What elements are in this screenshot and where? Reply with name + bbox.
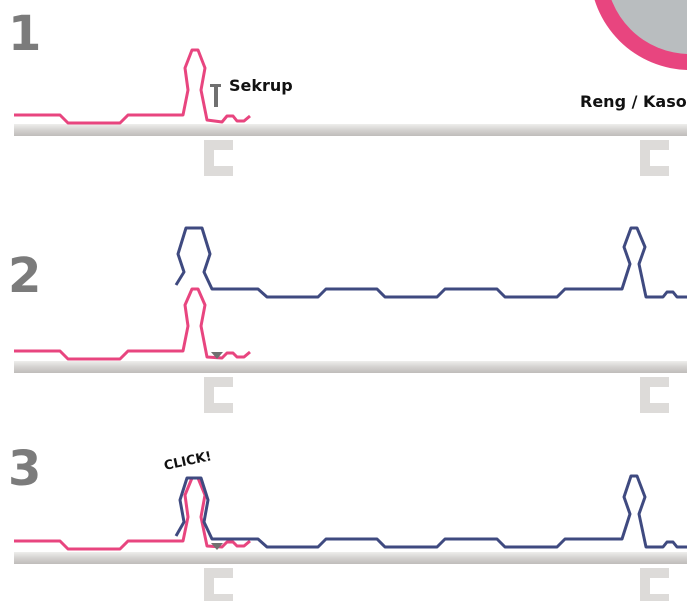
step-3: 3 CLICK! xyxy=(8,441,687,601)
c-bracket-icon xyxy=(640,140,669,176)
c-bracket-icon xyxy=(204,568,233,601)
blue-roof-sheet xyxy=(174,226,687,299)
screw-icon xyxy=(210,84,221,107)
step-number: 2 xyxy=(8,248,41,304)
batten-rail xyxy=(14,552,687,564)
step-number: 3 xyxy=(8,441,41,497)
batten-rail xyxy=(14,361,687,373)
blue-roof-sheet xyxy=(174,474,687,549)
screw-label: Sekrup xyxy=(229,76,293,95)
corner-circle-decoration xyxy=(594,0,687,70)
c-bracket-icon xyxy=(640,568,669,601)
batten xyxy=(14,552,687,601)
click-label: CLICK! xyxy=(163,449,213,474)
batten-label: Reng / Kaso xyxy=(580,92,687,111)
c-bracket-icon xyxy=(204,377,233,413)
batten xyxy=(14,361,687,413)
batten-rail xyxy=(14,124,687,136)
screw-icon xyxy=(211,352,223,359)
step-1: 1 Sekrup Reng / Kaso xyxy=(8,6,687,176)
c-bracket-icon xyxy=(204,140,233,176)
pink-roof-sheet xyxy=(14,287,251,361)
c-bracket-icon xyxy=(640,377,669,413)
batten xyxy=(14,124,687,176)
screw-icon xyxy=(211,543,223,550)
step-2: 2 xyxy=(8,226,687,413)
pink-roof-sheet xyxy=(14,48,251,125)
step-number: 1 xyxy=(8,6,41,62)
